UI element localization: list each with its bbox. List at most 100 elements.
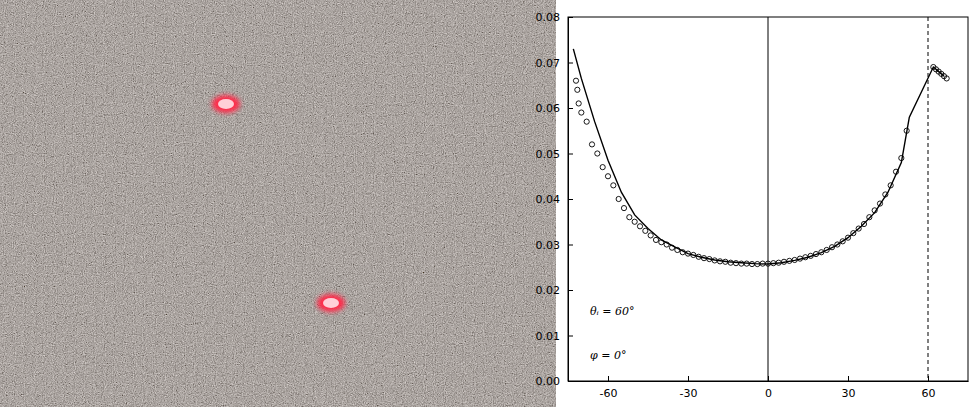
data-point (723, 259, 728, 264)
data-point (637, 224, 642, 229)
measured-points (573, 64, 949, 266)
x-tick: -30 (680, 376, 698, 400)
data-point (755, 261, 760, 266)
data-point (707, 256, 712, 261)
data-point (899, 155, 904, 160)
data-point (840, 239, 845, 244)
data-point (781, 259, 786, 264)
data-point (696, 254, 701, 259)
y-tick: 0.08 (536, 11, 574, 24)
figure: -60-30030600.000.010.020.030.040.050.060… (0, 0, 973, 407)
data-point (824, 247, 829, 252)
data-point (643, 228, 648, 233)
y-tick: 0.04 (536, 193, 574, 206)
y-tick-label: 0.01 (536, 330, 561, 343)
data-point (797, 256, 802, 261)
x-axis-line (569, 381, 969, 382)
data-point (589, 142, 594, 147)
x-tick-label: 0 (765, 387, 772, 400)
data-point (733, 261, 738, 266)
x-axis: -60 -30 0 30 60 (569, 376, 969, 400)
data-point (653, 237, 658, 242)
y-tick: 0.00 (536, 375, 574, 388)
y-tick-label: 0.08 (536, 11, 561, 24)
data-point (883, 192, 888, 197)
x-tick: 60 (922, 376, 936, 400)
data-point (576, 101, 581, 106)
y-tick-label: 0.00 (536, 375, 561, 388)
plot-background (568, 17, 968, 381)
y-tick-label: 0.03 (536, 239, 561, 252)
y-tick: 0.02 (536, 284, 574, 297)
data-point (616, 196, 621, 201)
data-point (771, 261, 776, 266)
data-point (872, 208, 877, 213)
x-tick-mark (848, 376, 849, 381)
data-point (675, 247, 680, 252)
laser-spot (218, 99, 234, 109)
data-point (792, 257, 797, 262)
x-tick-label: -30 (680, 387, 698, 400)
data-point (648, 233, 653, 238)
data-point (664, 242, 669, 247)
data-point (835, 242, 840, 247)
x-tick: 0 (765, 376, 772, 400)
data-point (621, 206, 626, 211)
y-axis: 0.000.010.020.030.040.050.060.070.08 (536, 11, 574, 388)
data-point (877, 201, 882, 206)
data-point (685, 251, 690, 256)
data-point (813, 251, 818, 256)
data-point (765, 261, 770, 266)
data-point (845, 235, 850, 240)
reference-line (768, 17, 769, 381)
data-point (632, 219, 637, 224)
laser-spot-glow (317, 294, 345, 312)
y-tick-mark (568, 17, 573, 18)
x-tick-mark (768, 376, 769, 381)
y-tick-mark (568, 199, 573, 200)
photo-ground (0, 0, 556, 407)
y-tick-mark (568, 154, 573, 155)
model-line (573, 49, 944, 264)
data-point (893, 169, 898, 174)
data-point (669, 245, 674, 250)
data-point (944, 76, 949, 81)
y-tick: 0.06 (536, 102, 574, 115)
data-point (728, 260, 733, 265)
data-point (819, 250, 824, 255)
plot-marks (573, 17, 949, 381)
y-tick-mark (568, 290, 573, 291)
laser-spot-glow (212, 95, 240, 113)
data-point (584, 119, 589, 124)
photo (0, 0, 556, 407)
data-point (760, 261, 765, 266)
y-tick-mark (568, 245, 573, 246)
data-point (776, 260, 781, 265)
data-point (575, 87, 580, 92)
annotation: φ = 0° (590, 349, 626, 362)
x-tick-label: 60 (922, 387, 936, 400)
data-point (680, 250, 685, 255)
data-point (829, 245, 834, 250)
y-tick-label: 0.02 (536, 284, 561, 297)
y-tick-label: 0.04 (536, 193, 561, 206)
photo-texture (0, 0, 556, 407)
x-tick-label: 30 (842, 387, 856, 400)
data-point (803, 255, 808, 260)
data-point (851, 231, 856, 236)
y-tick-mark (568, 63, 573, 64)
x-tick-label: -60 (600, 387, 618, 400)
data-point (888, 183, 893, 188)
data-point (712, 258, 717, 263)
reference-line (928, 17, 929, 381)
data-point (595, 151, 600, 156)
x-tick-mark (608, 376, 609, 381)
x-tick-mark (928, 376, 929, 381)
x-tick: 30 (842, 376, 856, 400)
plot-frame (568, 17, 968, 381)
data-point (739, 261, 744, 266)
y-tick-mark (568, 108, 573, 109)
y-tick: 0.03 (536, 239, 574, 252)
y-tick-mark (568, 336, 573, 337)
data-point (856, 226, 861, 231)
